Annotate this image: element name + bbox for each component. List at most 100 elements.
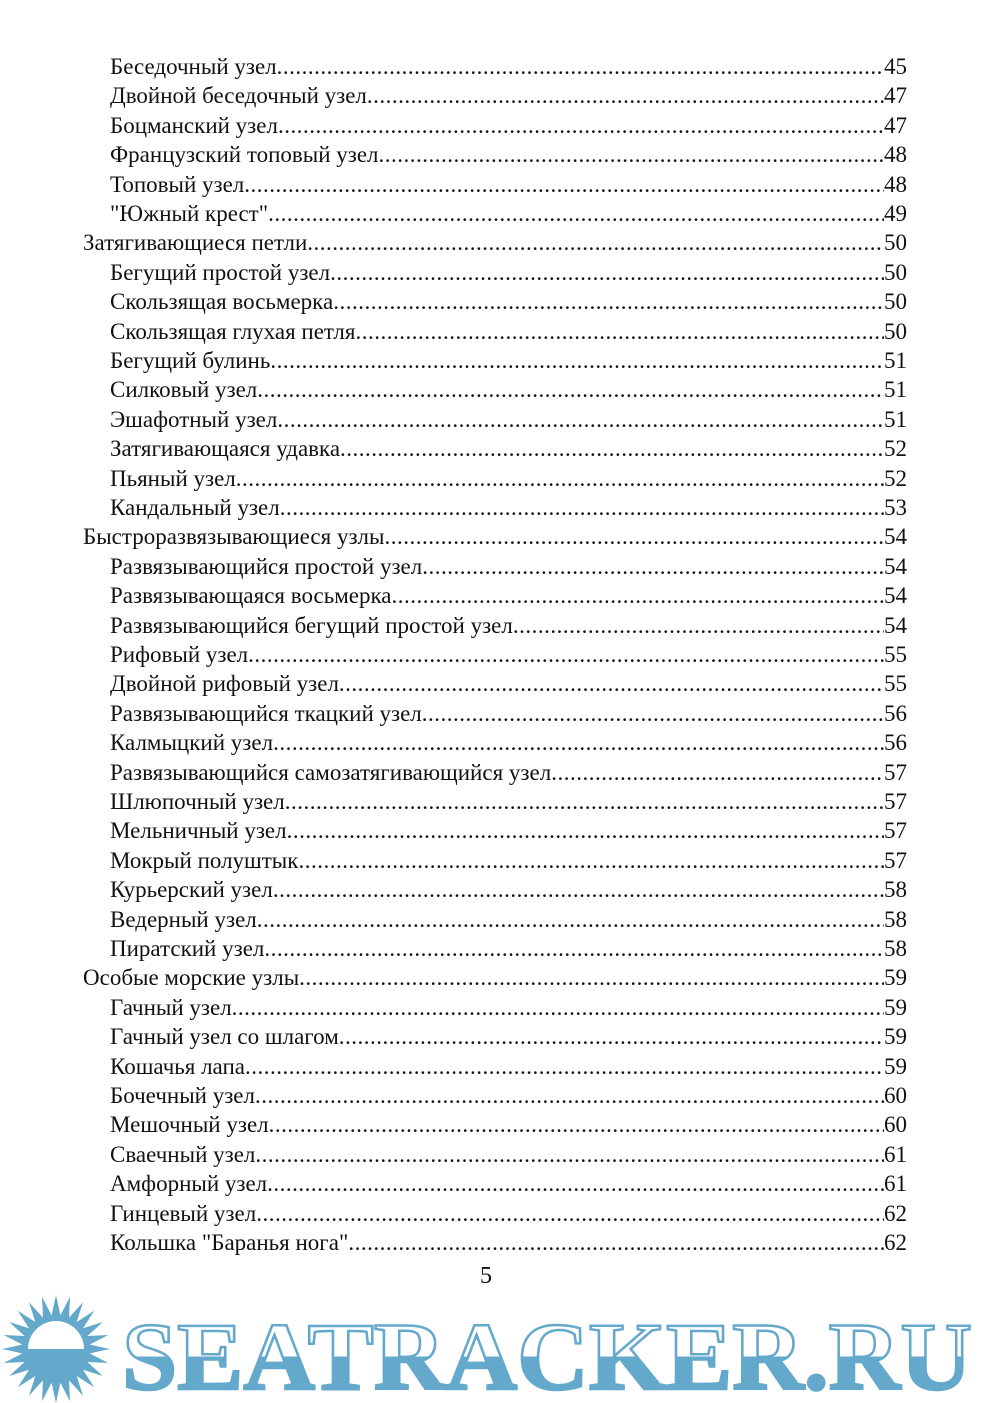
- dot-leader: [330, 258, 884, 287]
- toc-entry-title: Гачный узел: [110, 994, 232, 1020]
- dot-leader: [384, 522, 884, 551]
- toc-entry[interactable]: Развязывающийся простой узел 54: [110, 552, 907, 581]
- toc-entry-page: 51: [884, 348, 907, 373]
- dot-leader: [340, 434, 884, 463]
- dot-leader: [422, 552, 884, 581]
- dot-leader: [513, 611, 884, 640]
- toc-section[interactable]: Быстроразвязывающиеся узлы 54: [83, 522, 907, 551]
- toc-entry[interactable]: Скользящая глухая петля 50: [110, 317, 907, 346]
- toc-section[interactable]: Затягивающиеся петли 50: [83, 228, 907, 257]
- toc-entry-title: Французский топовый узел: [110, 142, 379, 168]
- toc-entry[interactable]: Сваечный узел 61: [110, 1140, 907, 1169]
- dot-leader: [285, 787, 884, 816]
- toc-entry-title: Двойной рифовый узел: [110, 671, 339, 697]
- toc-entry[interactable]: Силковый узел 51: [110, 375, 907, 404]
- toc-entry-title: Мешочный узел: [110, 1112, 269, 1138]
- dot-leader: [333, 287, 884, 316]
- toc-entry[interactable]: Пьяный узел 52: [110, 464, 907, 493]
- toc-entry-page: 45: [884, 54, 907, 79]
- toc-entry[interactable]: Развязывающийся ткацкий узел 56: [110, 699, 907, 728]
- toc-entry-title: Особые морские узлы: [83, 965, 300, 991]
- dot-leader: [277, 52, 884, 81]
- dot-leader: [236, 464, 884, 493]
- toc-entry-title: Развязывающийся простой узел: [110, 553, 423, 579]
- toc-entry-page: 54: [884, 612, 907, 638]
- toc-entry-page: 58: [884, 936, 907, 961]
- toc-entry-title: Затягивающиеся петли: [83, 230, 308, 256]
- dot-leader: [268, 199, 884, 228]
- dot-leader: [270, 346, 884, 375]
- toc-entry-page: 57: [884, 818, 907, 844]
- toc-entry-page: 51: [884, 377, 907, 403]
- toc-entry-title: Развязывающаяся восьмерка: [110, 583, 392, 609]
- toc-entry[interactable]: Бочечный узел 60: [110, 1081, 907, 1110]
- dot-leader: [264, 934, 884, 963]
- toc-entry[interactable]: Боцманский узел 47: [110, 111, 907, 140]
- dot-leader: [278, 111, 884, 140]
- toc-entry[interactable]: Развязывающийся самозатягивающийся узел 5…: [110, 758, 907, 787]
- toc-entry[interactable]: Мокрый полуштык 57: [110, 846, 907, 875]
- toc-entry[interactable]: Двойной беседочный узел 47: [110, 81, 907, 110]
- toc-entry[interactable]: Кольшка "Баранья нога" 62: [110, 1228, 907, 1257]
- toc-entry-page: 50: [884, 230, 907, 256]
- toc-entry-page: 62: [884, 1230, 907, 1255]
- toc-entry[interactable]: Топовый узел 48: [110, 170, 907, 199]
- toc-entry-page: 60: [884, 1112, 907, 1138]
- toc-entry[interactable]: Развязывающийся бегущий простой узел 54: [110, 611, 907, 640]
- toc-entry-title: Кошачья лапа: [110, 1053, 245, 1079]
- watermark-text: SEATRACKER.RU: [122, 1303, 972, 1403]
- toc-entry[interactable]: Кошачья лапа 59: [110, 1052, 907, 1081]
- toc-entry[interactable]: Ведерный узел 58: [110, 905, 907, 934]
- toc-entry[interactable]: Развязывающаяся восьмерка 54: [110, 581, 907, 610]
- toc-entry[interactable]: "Южный крест" 49: [110, 199, 907, 228]
- toc-section[interactable]: Особые морские узлы 59: [83, 963, 907, 992]
- dot-leader: [245, 1052, 884, 1081]
- toc-entry[interactable]: Двойной рифовый узел 55: [110, 669, 907, 698]
- toc-entry-page: 47: [884, 83, 907, 109]
- toc-entry-page: 57: [884, 789, 907, 814]
- toc-entry-page: 47: [884, 112, 907, 138]
- toc-entry[interactable]: Шлюпочный узел 57: [110, 787, 907, 816]
- toc-entry[interactable]: Мельничный узел 57: [110, 816, 907, 845]
- toc-entry-title: Калмыцкий узел: [110, 730, 274, 756]
- dot-leader: [339, 1022, 884, 1051]
- dot-leader: [273, 728, 884, 757]
- toc-entry[interactable]: Амфорный узел 61: [110, 1169, 907, 1198]
- toc-entry-title: Скользящая глухая петля: [110, 318, 356, 344]
- dot-leader: [257, 375, 884, 404]
- toc-entry[interactable]: Затягивающаяся удавка 52: [110, 434, 907, 463]
- toc-entry[interactable]: Пиратский узел 58: [110, 934, 907, 963]
- toc-entry-page: 52: [884, 465, 907, 491]
- dot-leader: [348, 1228, 884, 1257]
- toc-entry-page: 59: [884, 1053, 907, 1079]
- toc-entry[interactable]: Бегущий простой узел 50: [110, 258, 907, 287]
- toc-entry-title: Топовый узел: [110, 171, 245, 197]
- toc-entry[interactable]: Гинцевый узел 62: [110, 1199, 907, 1228]
- toc-entry[interactable]: Бегущий булинь 51: [110, 346, 907, 375]
- toc-entry-title: Кольшка "Баранья нога": [110, 1230, 349, 1255]
- toc-entry[interactable]: Курьерский узел 58: [110, 875, 907, 904]
- toc-entry[interactable]: Скользящая восьмерка 50: [110, 287, 907, 316]
- toc-entry[interactable]: Кандальный узел 53: [110, 493, 907, 522]
- toc-entry[interactable]: Мешочный узел 60: [110, 1110, 907, 1139]
- toc-entry-title: Ведерный узел: [110, 906, 257, 932]
- toc-entry-page: 50: [884, 289, 907, 315]
- toc-entry-title: Рифовый узел: [110, 642, 249, 667]
- toc-entry[interactable]: Калмыцкий узел 56: [110, 728, 907, 757]
- toc-entry[interactable]: Рифовый узел 55: [110, 640, 907, 669]
- toc-entry-page: 48: [884, 142, 907, 168]
- dot-leader: [299, 963, 884, 992]
- toc-entry-title: Гинцевый узел: [110, 1200, 257, 1226]
- toc-entry-page: 61: [884, 1141, 907, 1167]
- dot-leader: [379, 140, 884, 169]
- dot-leader: [273, 875, 884, 904]
- toc-entry[interactable]: Беседочный узел 45: [110, 52, 907, 81]
- toc-entry[interactable]: Гачный узел со шлагом 59: [110, 1022, 907, 1051]
- toc-entry[interactable]: Гачный узел 59: [110, 993, 907, 1022]
- toc-entry-page: 54: [884, 524, 907, 550]
- toc-entry[interactable]: Французский топовый узел 48: [110, 140, 907, 169]
- toc-entry-title: Силковый узел: [110, 377, 258, 403]
- toc-entry-title: Развязывающийся самозатягивающийся узел: [110, 759, 552, 785]
- toc-entry[interactable]: Эшафотный узел 51: [110, 405, 907, 434]
- dot-leader: [367, 81, 884, 110]
